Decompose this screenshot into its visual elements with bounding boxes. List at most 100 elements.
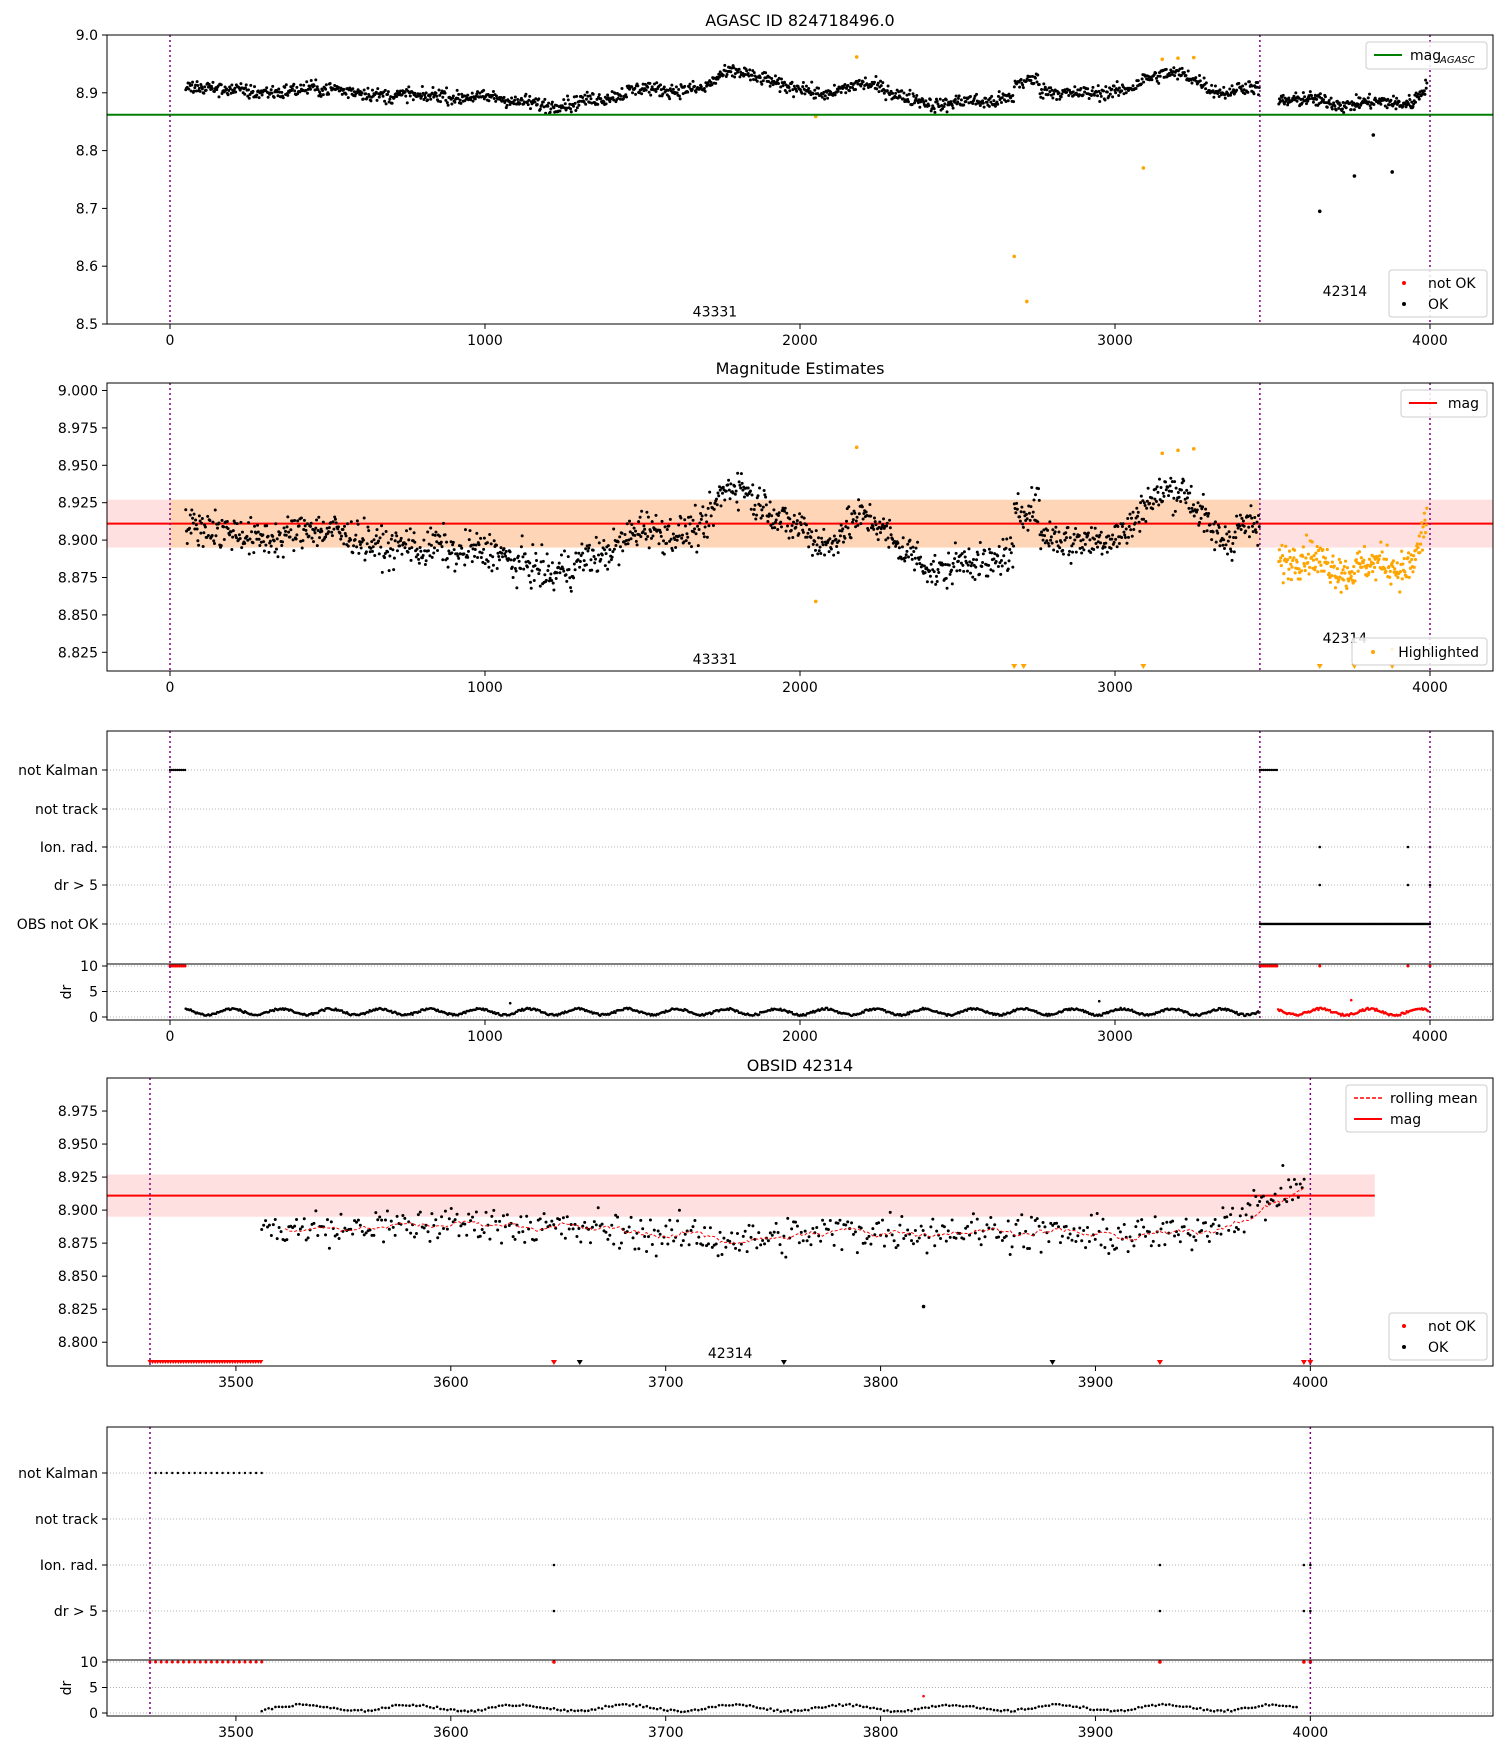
ok-point <box>420 556 424 560</box>
ok-point <box>624 95 628 99</box>
ok-point <box>1092 537 1096 541</box>
ok-point <box>451 543 455 547</box>
ok-point <box>993 552 997 556</box>
ok-point <box>1051 96 1055 100</box>
panel3-xtick-label: 2000 <box>782 1029 818 1045</box>
ok-point <box>968 94 972 98</box>
ok-point <box>1018 519 1022 523</box>
panel3-notkalman-point <box>1266 768 1269 772</box>
highlighted-point <box>1320 569 1324 573</box>
ok-point <box>927 104 931 108</box>
highlighted-point <box>1414 548 1418 552</box>
ok-point <box>1204 512 1208 516</box>
ok-point <box>666 88 670 92</box>
ok-point <box>252 551 256 555</box>
ok-point <box>903 556 907 560</box>
highlighted-point <box>1422 511 1426 515</box>
ok-point <box>913 101 917 105</box>
ok-point <box>524 92 528 96</box>
ok-point <box>1246 515 1250 519</box>
ok-point <box>381 94 385 98</box>
ok-point <box>569 586 573 590</box>
ok-point <box>384 102 388 106</box>
ok-point <box>540 103 544 107</box>
ok-point <box>1107 94 1111 98</box>
ok-point <box>776 82 780 86</box>
ok-point <box>1115 545 1119 549</box>
panel3-notkalman-point <box>172 768 175 772</box>
ok-point <box>245 534 249 538</box>
ok-point <box>564 573 568 577</box>
panel5-dr-point <box>1058 1702 1061 1706</box>
panel3-notkalman-point <box>1275 768 1279 772</box>
ok-point <box>272 95 276 99</box>
highlighted-point <box>1338 560 1343 565</box>
ok-point <box>1073 85 1077 89</box>
panel5-dr-point <box>428 1706 432 1709</box>
ok-point <box>1306 99 1310 103</box>
ok-point <box>1191 503 1195 507</box>
ok-point <box>555 104 559 108</box>
ok-point <box>389 95 393 99</box>
ok-point <box>882 517 886 521</box>
ok-point <box>558 571 562 575</box>
ok-point <box>996 565 1000 569</box>
ok-point <box>516 97 520 101</box>
ok-point <box>1027 511 1031 515</box>
ok-point <box>231 90 235 94</box>
ok-point <box>1083 90 1087 94</box>
panel5-dr-point <box>831 1703 834 1707</box>
ok-point <box>857 78 861 82</box>
ok-point <box>318 536 322 540</box>
ok-point <box>896 541 900 545</box>
ok-point <box>551 581 555 585</box>
ok-point <box>1021 525 1025 529</box>
ok-point <box>773 520 777 524</box>
ok-point <box>450 102 454 106</box>
ok-point <box>1055 540 1059 544</box>
ok-point <box>1096 84 1100 88</box>
panel5-dr-point <box>652 1707 655 1710</box>
panel5-dr-flag-point <box>187 1660 191 1664</box>
panel5-dr-point <box>848 1702 851 1706</box>
ok-point <box>647 90 651 94</box>
panel5-dr-point <box>366 1709 370 1712</box>
ok-point <box>266 95 270 99</box>
panel5-dr-point <box>707 1705 710 1709</box>
ok-point <box>989 100 993 104</box>
ok-point <box>1012 85 1016 89</box>
panel5-dr-point <box>497 1704 501 1708</box>
ok-point <box>611 550 615 554</box>
highlighted-point <box>1351 581 1355 585</box>
panel5-dr-point <box>442 1707 446 1711</box>
panel5-dr-point <box>944 1703 948 1707</box>
ok-point <box>1154 76 1158 80</box>
panel5-dr-point <box>697 1708 700 1712</box>
ok-point <box>1256 80 1260 84</box>
ok-point <box>823 553 827 557</box>
ok-point <box>390 533 394 537</box>
ok-point <box>395 534 399 538</box>
ok-point <box>907 92 911 96</box>
ok-point <box>573 101 577 105</box>
ok-point <box>1024 512 1028 516</box>
ok-point <box>940 104 944 108</box>
highlighted-point <box>1416 546 1420 550</box>
ok-point <box>319 94 323 98</box>
panel2-ytick-label: 9.000 <box>58 383 98 399</box>
panel5-dr-flag-point <box>159 1660 163 1664</box>
ok-point <box>640 509 644 513</box>
ok-point <box>821 543 825 547</box>
panel3-ionrad-point <box>1406 845 1410 849</box>
ok-point <box>1005 537 1009 541</box>
highlighted-point <box>1191 447 1196 451</box>
ok-point <box>800 91 804 95</box>
ok-point <box>1411 105 1415 109</box>
panel5-dr-point <box>325 1705 329 1709</box>
ok-point <box>203 85 207 89</box>
ok-point <box>645 510 649 514</box>
highlighted-point <box>1279 556 1283 560</box>
panel5-dr-point <box>1144 1704 1147 1708</box>
highlighted-point <box>1339 590 1343 594</box>
ok-point <box>773 526 777 530</box>
